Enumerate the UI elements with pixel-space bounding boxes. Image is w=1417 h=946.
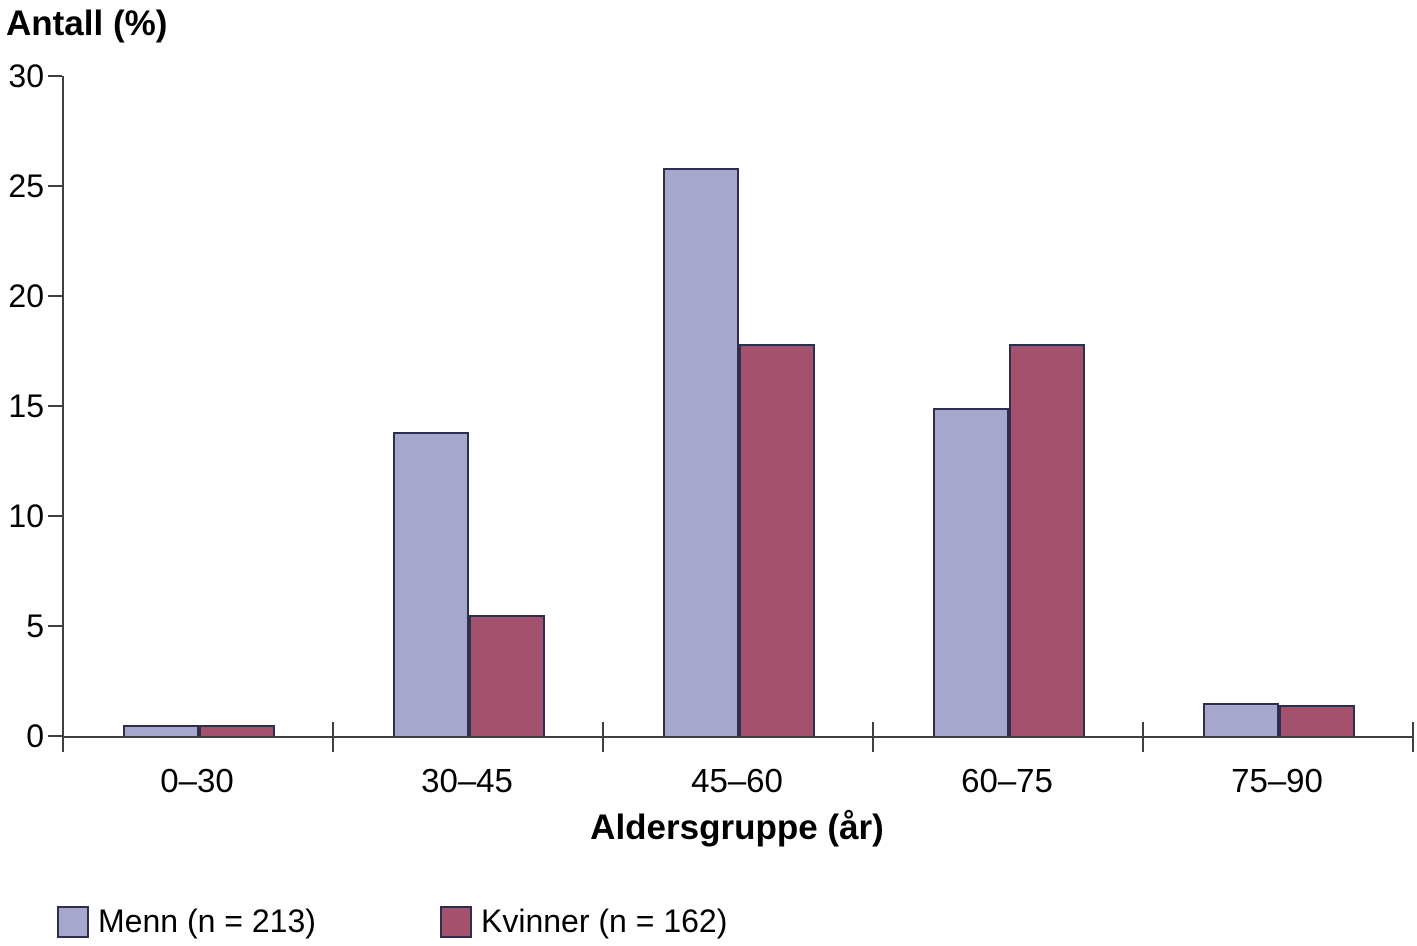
legend-label-kvinner: Kvinner (n = 162): [481, 903, 728, 939]
y-axis-label-30: 30: [8, 58, 44, 94]
legend-item-menn: Menn (n = 213): [57, 903, 316, 940]
bar-kvinner-60-75: [1009, 344, 1085, 736]
y-axis-title: Antall (%): [6, 4, 168, 43]
x-axis-tick-5: [1412, 722, 1414, 752]
bar-kvinner-0-30: [199, 725, 275, 736]
bar-kvinner-30-45: [469, 615, 545, 736]
legend-swatch-kvinner: [440, 905, 472, 938]
bar-menn-45-60: [663, 168, 739, 736]
y-axis-tick-0: [48, 735, 62, 737]
y-axis-tick-15: [48, 405, 62, 407]
y-axis-tick-20: [48, 295, 62, 297]
legend-label-menn: Menn (n = 213): [98, 903, 316, 939]
x-axis-tick-2: [602, 722, 604, 752]
y-axis-label-0: 0: [26, 718, 44, 754]
y-axis-label-20: 20: [8, 278, 44, 314]
y-axis-label-5: 5: [26, 608, 44, 644]
y-axis-label-25: 25: [8, 168, 44, 204]
category-label-45-60: 45–60: [691, 762, 783, 799]
y-axis-tick-30: [48, 75, 62, 77]
y-axis-tick-5: [48, 625, 62, 627]
category-label-75-90: 75–90: [1231, 762, 1323, 799]
y-axis-label-15: 15: [8, 388, 44, 424]
plot-area: [48, 75, 1414, 752]
x-axis-tick-4: [1142, 722, 1144, 752]
y-axis-tick-10: [48, 515, 62, 517]
bar-kvinner-45-60: [739, 344, 815, 736]
legend-item-kvinner: Kvinner (n = 162): [440, 903, 727, 940]
y-axis-tick-25: [48, 185, 62, 187]
category-label-0-30: 0–30: [160, 762, 234, 799]
y-axis-label-10: 10: [8, 498, 44, 534]
category-label-60-75: 60–75: [961, 762, 1053, 799]
x-axis-tick-1: [332, 722, 334, 752]
x-axis-title: Aldersgruppe (år): [590, 808, 884, 847]
bar-kvinner-75-90: [1279, 705, 1355, 736]
bar-menn-75-90: [1203, 703, 1279, 736]
legend-swatch-menn: [57, 905, 89, 938]
bar-menn-60-75: [933, 408, 1009, 736]
category-label-30-45: 30–45: [421, 762, 513, 799]
bar-menn-30-45: [393, 432, 469, 736]
bar-menn-0-30: [123, 725, 199, 736]
x-axis-tick-0: [62, 722, 64, 752]
x-axis-tick-3: [872, 722, 874, 752]
